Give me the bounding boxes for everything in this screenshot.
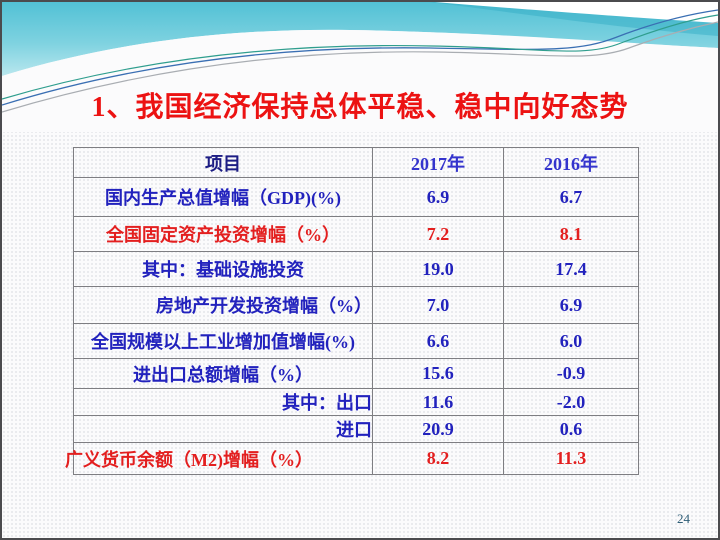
row-value-2016-cell: 17.4 [503,251,639,287]
wave-banner-decoration [2,2,718,132]
table-row: 其中：基础设施投资 19.0 17.4 [73,251,639,287]
table-header-row: 项目 2017年 2016年 [73,147,639,178]
row-value-2017-cell: 8.2 [372,442,504,475]
table-row: 其中：出口 11.6 -2.0 [73,388,639,416]
row-value-2017-cell: 20.9 [372,415,504,443]
table-row: 全国规模以上工业增加值增幅(%) 6.6 6.0 [73,323,639,359]
row-label-cell: 国内生产总值增幅（GDP)(%) [73,177,373,217]
row-label-cell: 进口 [73,415,373,443]
page-number: 24 [677,511,690,526]
row-value-2017-cell: 6.6 [372,323,504,359]
row-label-cell: 进出口总额增幅（%） [73,358,373,389]
column-header-2016: 2016年 [503,147,639,178]
row-value-2017-cell: 6.9 [372,177,504,217]
economic-indicators-table: 项目 2017年 2016年 国内生产总值增幅（GDP)(%) 6.9 6.7 全国固… [65,147,639,475]
column-header-2017: 2017年 [372,147,504,178]
row-value-2016-cell: 6.7 [503,177,639,217]
row-label-cell: 广义货币余额（M2)增幅（%） [65,442,373,475]
slide-title: 1、我国经济保持总体平稳、稳中向好态势 [91,92,629,123]
row-label-cell: 全国规模以上工业增加值增幅(%) [73,323,373,359]
table-row: 全国固定资产投资增幅（%） 7.2 8.1 [73,216,639,252]
row-value-2016-cell: -0.9 [503,358,639,389]
row-value-2016-cell: 0.6 [503,415,639,443]
econ-table-body: 国内生产总值增幅（GDP)(%) 6.9 6.7 全国固定资产投资增幅（%） 7.2 8.… [65,177,639,475]
row-value-2016-cell: 11.3 [503,442,639,475]
column-header-item: 项目 [73,147,373,178]
row-label-cell: 房地产开发投资增幅（%） [73,286,373,324]
row-value-2017-cell: 11.6 [372,388,504,416]
row-value-2016-cell: 6.9 [503,286,639,324]
row-value-2016-cell: 8.1 [503,216,639,252]
table-row: 广义货币余额（M2)增幅（%） 8.2 11.3 [65,442,639,475]
table-row: 国内生产总值增幅（GDP)(%) 6.9 6.7 [73,177,639,217]
row-value-2016-cell: 6.0 [503,323,639,359]
table-row: 进出口总额增幅（%） 15.6 -0.9 [73,358,639,389]
row-value-2017-cell: 7.0 [372,286,504,324]
row-value-2017-cell: 15.6 [372,358,504,389]
row-label-cell: 其中：出口 [73,388,373,416]
table-row: 进口 20.9 0.6 [73,415,639,443]
row-label-cell: 其中：基础设施投资 [73,251,373,287]
row-value-2016-cell: -2.0 [503,388,639,416]
row-value-2017-cell: 19.0 [372,251,504,287]
row-value-2017-cell: 7.2 [372,216,504,252]
row-label-cell: 全国固定资产投资增幅（%） [73,216,373,252]
table-row: 房地产开发投资增幅（%） 7.0 6.9 [73,286,639,324]
